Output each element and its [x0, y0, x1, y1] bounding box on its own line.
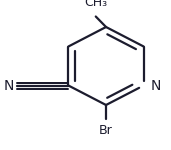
Text: Br: Br — [99, 124, 113, 138]
Text: N: N — [3, 78, 14, 93]
Text: CH₃: CH₃ — [84, 0, 107, 9]
Text: N: N — [150, 78, 161, 93]
